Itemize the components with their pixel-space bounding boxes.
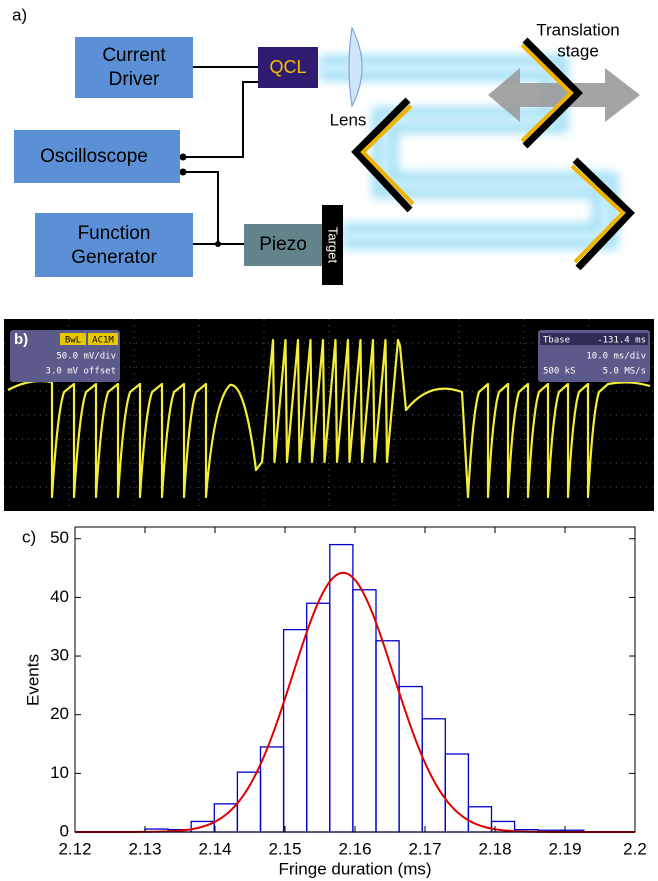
panel-a: a) Lens Translation stage Current Driver [12,5,640,285]
x-tick-label: 2.14 [198,839,231,858]
channel-tag [60,333,86,345]
stage-label: Translation [536,20,619,39]
timebase-header [540,333,648,345]
oscilloscope-box [14,130,180,183]
y-tick-label: 30 [50,646,69,665]
box-label: Piezo [259,234,307,255]
panel-b: b) BwL AC1M 50.0 mV/div 3.0 mV offset Tb… [4,319,654,511]
x-tick-label: 2.2 [623,839,647,858]
histogram-bar [259,746,285,833]
qcl-box [258,47,318,88]
waveform [7,338,651,499]
histogram-bar [398,685,423,833]
translation-arrow [488,68,640,122]
y-tick-label: 10 [50,763,69,782]
histogram-bar [306,602,331,833]
histogram-bar [352,589,377,833]
box-label: Function [78,223,151,244]
piezo-box [244,224,322,266]
wires [183,66,268,245]
scope-text: 50.0 mV/div [56,352,116,362]
scope-text: Tbase [543,336,570,346]
stage-label: stage [557,41,599,60]
lens-label: Lens [330,110,367,129]
histogram-bar [236,771,262,833]
scope-text: 3.0 mV offset [46,367,116,377]
box-label: Driver [109,69,160,90]
mirror [351,97,413,213]
x-tick-label: 2.19 [548,839,581,858]
mirror [520,43,574,143]
lens [348,26,363,108]
y-tick-label: 40 [50,587,69,606]
x-axis-label: Fringe duration (ms) [278,859,431,878]
mirror [570,164,626,264]
x-tick-label: 2.16 [338,839,371,858]
scope-text: -131.4 ms [597,336,646,346]
panel-label: b) [14,331,28,348]
histogram-bar [444,753,470,833]
current-driver-box [75,37,193,98]
junction [179,168,187,176]
scope-text: 500 kS [543,367,576,377]
fit-curve [75,571,635,833]
histogram-bar [421,718,446,833]
box-label: Oscilloscope [40,146,148,167]
histogram-bar [282,628,308,833]
plot-frame [74,526,636,833]
panel-label: a) [12,5,27,24]
scope-grid [4,319,654,511]
scope-text: 5.0 MS/s [603,367,646,377]
panel-label: c) [22,527,36,546]
channel-text: BwL [65,336,81,346]
mirror [522,37,583,149]
x-tick-label: 2.18 [478,839,511,858]
target [322,205,343,285]
x-tick-label: 2.13 [128,839,161,858]
function-generator-box [35,213,193,277]
histogram-bar [375,640,400,833]
panel-c: c) Fringe duration (ms) Events 2.12 2.13 2… [22,526,647,878]
x-tick-label: 2.15 [268,839,301,858]
channel-tag [88,333,118,345]
y-axis-label: Events [23,654,42,706]
scope-text: 10.0 ms/div [586,352,646,362]
x-tick-label: 2.12 [58,839,91,858]
target-label: Target [326,227,341,264]
box-label: Generator [71,247,157,268]
box-label: Current [102,45,166,66]
junction [179,153,187,161]
mirror [360,104,415,206]
y-tick-label: 50 [50,528,69,547]
box-label: QCL [269,57,306,77]
y-tick-label: 0 [60,821,69,840]
x-tick-label: 2.17 [408,839,441,858]
mirror [572,157,635,271]
channel-text: AC1M [92,336,114,346]
y-tick-label: 20 [50,704,69,723]
histogram-bar [329,543,354,833]
junction [215,241,221,247]
